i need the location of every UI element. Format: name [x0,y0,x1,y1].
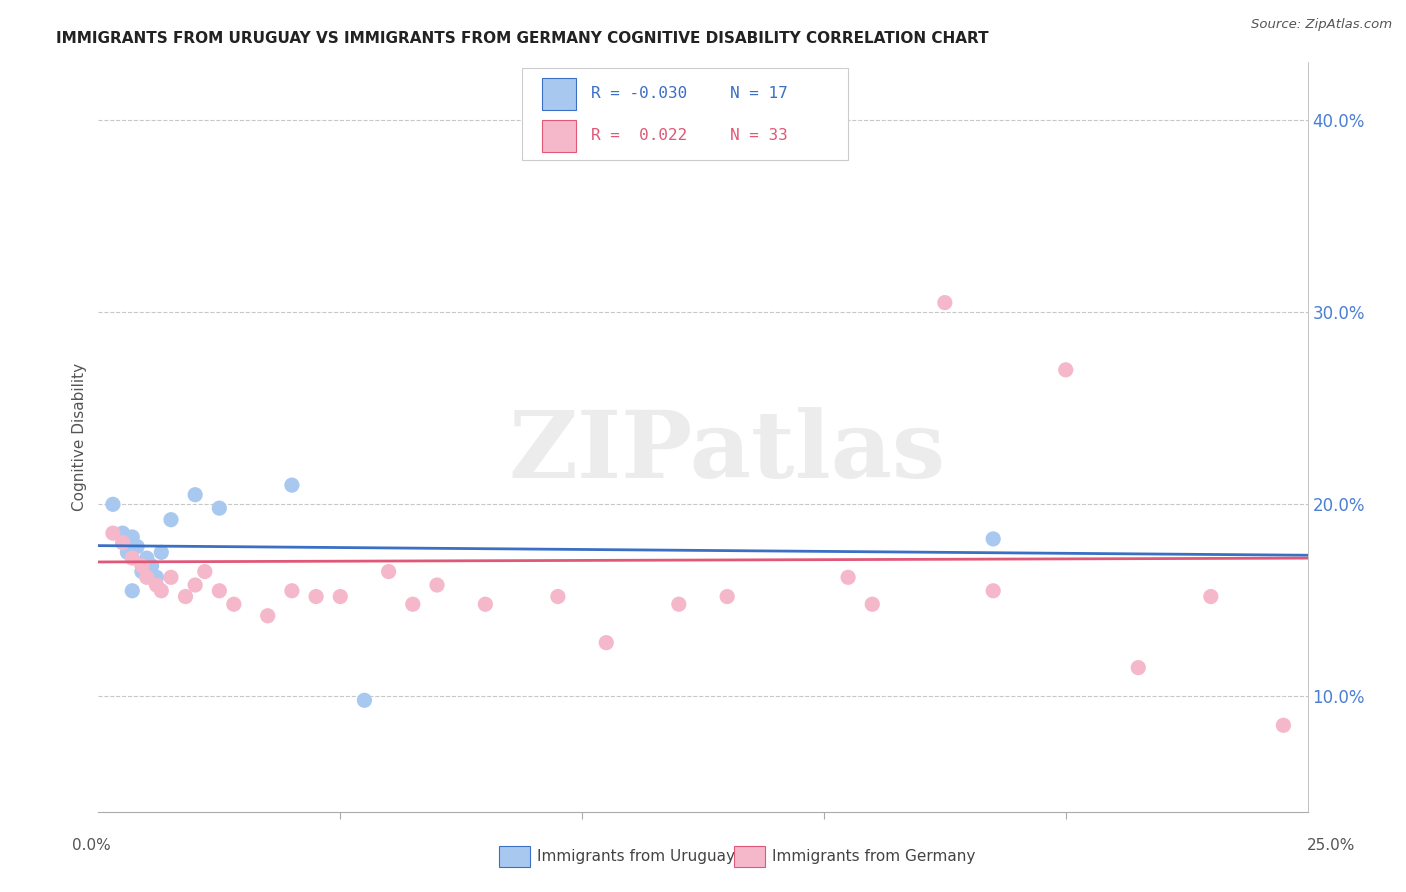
Point [141,558,163,573]
Text: 25.0%: 25.0% [1308,838,1355,853]
Point [150,583,173,598]
Point [174,590,197,604]
Point [402,597,425,611]
Point [981,532,1004,546]
Point [111,535,134,549]
Point [111,526,134,541]
Point [281,583,304,598]
Text: R =  0.022: R = 0.022 [591,128,686,144]
Point [281,478,304,492]
Point [127,540,149,554]
Point [222,597,245,611]
Point [256,608,278,623]
Text: Immigrants from Uruguay: Immigrants from Uruguay [537,849,735,863]
Point [160,570,183,584]
Point [145,570,167,584]
Point [208,583,231,598]
Point [1054,363,1077,377]
Text: Source: ZipAtlas.com: Source: ZipAtlas.com [1251,18,1392,31]
Point [160,513,183,527]
Point [668,597,690,611]
Point [474,597,496,611]
Point [131,558,153,573]
Point [184,488,207,502]
Point [135,570,157,584]
Point [101,497,124,511]
Point [101,526,124,541]
Point [117,545,139,559]
Point [305,590,328,604]
Point [837,570,859,584]
Point [131,565,153,579]
Text: ZIPatlas: ZIPatlas [509,407,946,497]
Point [121,551,143,566]
Point [1128,660,1150,674]
Point [121,530,143,544]
Point [934,295,956,310]
Point [194,565,217,579]
Point [145,578,167,592]
Text: R = -0.030: R = -0.030 [591,87,686,102]
Point [1272,718,1295,732]
Text: N = 17: N = 17 [730,87,787,102]
Point [860,597,883,611]
Text: Immigrants from Germany: Immigrants from Germany [772,849,976,863]
Y-axis label: Cognitive Disability: Cognitive Disability [72,363,87,511]
Point [595,635,617,649]
FancyBboxPatch shape [543,78,576,110]
Point [547,590,569,604]
Point [150,545,173,559]
Point [426,578,449,592]
Point [716,590,738,604]
FancyBboxPatch shape [543,120,576,152]
Point [135,551,157,566]
Point [1199,590,1222,604]
Point [208,501,231,516]
FancyBboxPatch shape [522,69,848,160]
Point [353,693,375,707]
Point [377,565,399,579]
Point [184,578,207,592]
Text: IMMIGRANTS FROM URUGUAY VS IMMIGRANTS FROM GERMANY COGNITIVE DISABILITY CORRELAT: IMMIGRANTS FROM URUGUAY VS IMMIGRANTS FR… [56,31,988,46]
Point [329,590,352,604]
Text: N = 33: N = 33 [730,128,787,144]
Text: 0.0%: 0.0% [72,838,111,853]
Point [121,583,143,598]
Point [981,583,1004,598]
